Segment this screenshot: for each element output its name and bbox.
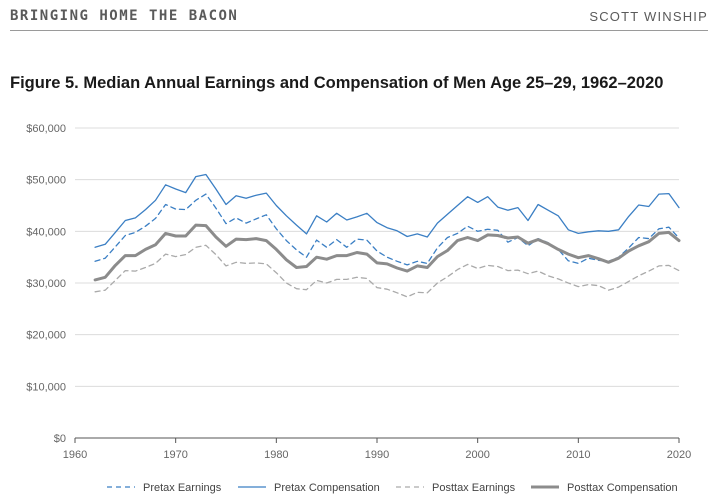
legend-label: Pretax Compensation	[274, 482, 380, 494]
x-tick-label: 1990	[365, 449, 389, 461]
y-tick-label: $10,000	[26, 381, 66, 393]
y-tick-label: $0	[54, 433, 66, 445]
y-tick-label: $30,000	[26, 278, 66, 290]
x-tick-label: 1980	[264, 449, 288, 461]
header-divider	[10, 30, 708, 31]
figure-title: Figure 5. Median Annual Earnings and Com…	[10, 74, 664, 92]
series-line-posttax-earnings	[94, 244, 680, 298]
x-tick-label: 2020	[667, 449, 691, 461]
series-line-pretax-compensation	[94, 173, 680, 248]
series-line-posttax-compensation	[93, 223, 681, 282]
series-line-pretax-earnings	[94, 193, 680, 266]
legend-label: Posttax Earnings	[432, 482, 516, 494]
y-tick-label: $50,000	[26, 175, 66, 187]
y-tick-label: $40,000	[26, 226, 66, 238]
y-tick-label: $60,000	[26, 123, 66, 135]
x-tick-label: 1970	[163, 449, 187, 461]
page-header: BRINGING HOME THE BACON SCOTT WINSHIP	[0, 0, 718, 34]
x-tick-label: 2010	[566, 449, 590, 461]
x-tick-label: 2000	[465, 449, 489, 461]
y-tick-label: $20,000	[26, 330, 66, 342]
author-name: SCOTT WINSHIP	[589, 9, 708, 24]
x-tick-label: 1960	[63, 449, 87, 461]
legend-label: Posttax Compensation	[567, 482, 678, 494]
legend-label: Pretax Earnings	[143, 482, 222, 494]
report-title: BRINGING HOME THE BACON	[10, 8, 239, 24]
